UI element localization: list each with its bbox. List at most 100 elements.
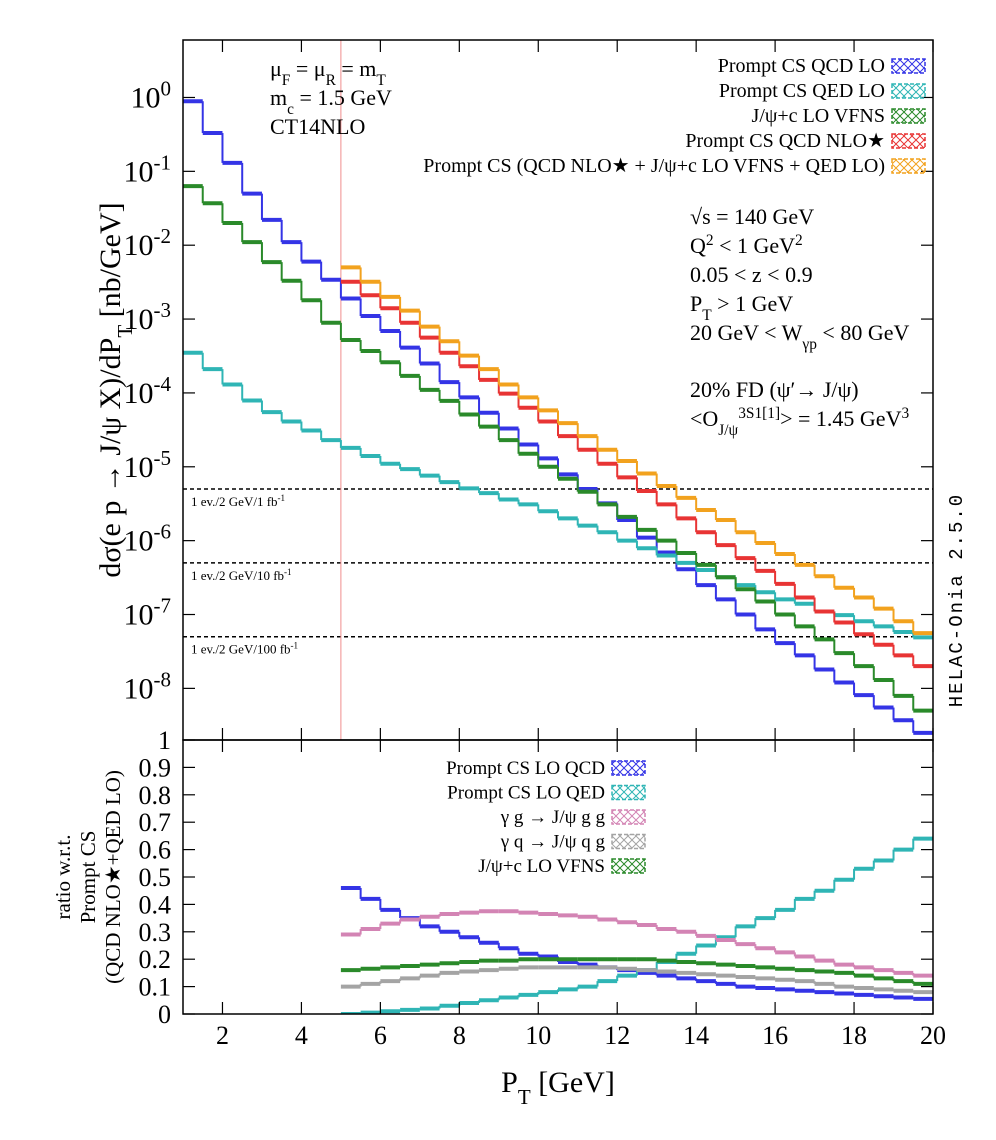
- x-tick-label: 6: [374, 1021, 387, 1050]
- text-segment: 1 ev./2 GeV/100 fb: [191, 642, 291, 657]
- text-segment: (QCD NLO★+QED LO): [101, 770, 125, 984]
- legend-label: Prompt CS QED LO: [719, 80, 885, 102]
- text-segment: T: [518, 1085, 531, 1109]
- y-tick-label: 0: [158, 1000, 171, 1029]
- text-segment: CT14NLO: [270, 114, 365, 139]
- text-segment: P: [690, 291, 702, 316]
- y-tick-label: 0.6: [139, 836, 172, 865]
- y-axis-label: (QCD NLO★+QED LO): [101, 770, 125, 984]
- text-segment: P: [501, 1066, 518, 1099]
- y-tick-exponent: 0: [161, 76, 172, 100]
- y-tick-label: 0.9: [139, 753, 172, 782]
- y-tick-exponent: -6: [154, 520, 172, 544]
- legend-swatch: [611, 833, 646, 850]
- text-segment: 20% FD (ψ′→ J/ψ): [690, 377, 859, 402]
- legend-swatch: [611, 809, 646, 825]
- y-tick-base: 10: [124, 672, 154, 705]
- text-segment: 20 GeV < W: [690, 320, 803, 345]
- y-tick-label: 0.5: [139, 863, 172, 892]
- reference-label: 1 ev./2 GeV/10 fb-1: [191, 567, 292, 583]
- legend-swatch: [891, 83, 926, 99]
- annotation: CT14NLO: [270, 114, 365, 139]
- y-tick-exponent: -8: [154, 667, 172, 691]
- legend-swatch: [891, 58, 926, 74]
- y-tick-base: 10: [124, 229, 154, 262]
- y-tick-base: 10: [124, 599, 154, 632]
- y-tick-label: 0.1: [139, 973, 172, 1002]
- y-tick-base: 10: [124, 377, 154, 410]
- text-segment: T: [702, 307, 712, 324]
- y-tick-exponent: -5: [154, 446, 172, 470]
- y-tick-label: 10-3: [124, 298, 172, 336]
- legend-swatch: [611, 784, 646, 801]
- legend-swatch: [611, 858, 646, 874]
- text-segment: [GeV]: [531, 1066, 615, 1099]
- reference-label: 1 ev./2 GeV/1 fb-1: [191, 493, 285, 509]
- text-segment: dσ(e p → J/ψ X)/dP: [94, 338, 127, 578]
- y-tick-label: 0.2: [139, 945, 172, 974]
- text-segment: > 1 GeV: [712, 291, 794, 316]
- legend-swatch: [891, 158, 926, 174]
- text-segment: Prompt CS: [76, 831, 100, 924]
- annotation: Q2 < 1 GeV2: [690, 232, 803, 259]
- annotation: mc = 1.5 GeV: [270, 85, 392, 118]
- y-tick-label: 10-1: [124, 150, 172, 188]
- text-segment: -1: [284, 567, 292, 577]
- y-tick-label: 0.3: [139, 918, 172, 947]
- y-tick-base: 10: [124, 155, 154, 188]
- text-segment: 0.05 < z < 0.9: [690, 262, 813, 287]
- y-tick-base: 10: [124, 303, 154, 336]
- y-tick-exponent: -2: [154, 224, 172, 248]
- annotation: PT > 1 GeV: [690, 291, 793, 324]
- legend-label: Prompt CS QCD NLO★: [685, 130, 885, 152]
- annotation: 0.05 < z < 0.9: [690, 262, 813, 287]
- plot-area: [183, 40, 933, 740]
- plot-frame: [182, 739, 934, 1015]
- text-segment: < 80 GeV: [817, 320, 910, 345]
- y-tick-exponent: -3: [154, 298, 172, 322]
- annotation: 20 GeV < Wγp < 80 GeV: [690, 320, 909, 353]
- text-segment: -1: [291, 641, 299, 651]
- legend-swatch: [891, 133, 926, 149]
- x-tick-label: 8: [453, 1021, 466, 1050]
- annotation: 20% FD (ψ′→ J/ψ): [690, 377, 859, 402]
- y-axis-label: Prompt CS: [76, 831, 100, 924]
- legend-label: Prompt CS LO QED: [447, 783, 605, 804]
- text-segment: √s = 140 GeV: [690, 204, 814, 229]
- legend-label: Prompt CS (QCD NLO★ + J/ψ+c LO VFNS + QE…: [423, 155, 885, 177]
- y-tick-label: 10-8: [124, 667, 172, 705]
- y-tick-label: 10-4: [124, 372, 172, 410]
- text-segment: ratio w.r.t.: [51, 835, 75, 920]
- watermark: HELAC-Onia 2.5.0: [946, 493, 968, 707]
- y-tick-label: 0.7: [139, 808, 172, 837]
- plot-area: [340, 836, 933, 1014]
- legend-label: γ g → J/ψ g g: [500, 807, 606, 828]
- text-segment: <O: [690, 406, 718, 431]
- legend-label: γ q → J/ψ q g: [500, 832, 606, 853]
- annotation: √s = 140 GeV: [690, 204, 814, 229]
- annotation: μF = μR = mT: [270, 56, 386, 89]
- text-segment: m: [270, 85, 287, 110]
- x-axis-label: PT [GeV]: [501, 1066, 615, 1109]
- text-segment: > = 1.45 GeV: [780, 406, 901, 431]
- y-tick-label: 10-7: [124, 594, 172, 632]
- legend-swatch: [611, 760, 646, 776]
- x-tick-label: 10: [525, 1021, 551, 1050]
- legend-label: J/ψ+c LO VFNS: [478, 856, 605, 877]
- text-segment: 2: [706, 232, 714, 249]
- reference-label: 1 ev./2 GeV/100 fb-1: [191, 641, 298, 657]
- text-segment: T: [113, 325, 137, 338]
- legend-label: J/ψ+c LO VFNS: [752, 105, 885, 127]
- text-segment: = 1.5 GeV: [294, 85, 392, 110]
- text-segment: c: [287, 101, 294, 118]
- text-segment: γp: [801, 336, 817, 353]
- text-segment: F: [282, 72, 291, 89]
- text-segment: J/ψ: [718, 422, 738, 439]
- y-tick-base: 10: [124, 525, 154, 558]
- text-segment: = m: [336, 56, 377, 81]
- legend-label: Prompt CS LO QCD: [446, 758, 605, 779]
